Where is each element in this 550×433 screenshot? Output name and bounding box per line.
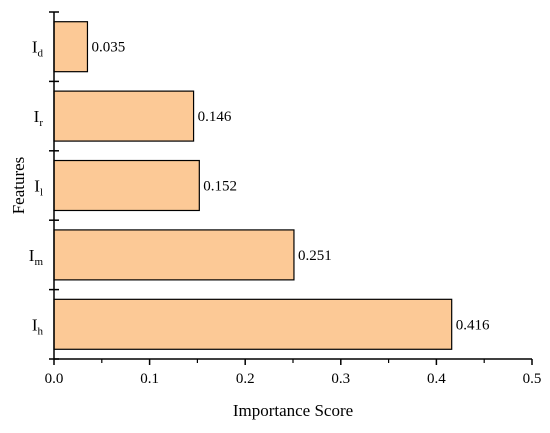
bars-layer: [53, 21, 453, 350]
x-tick-label: 0.2: [236, 371, 255, 387]
x-axis-title: Importance Score: [233, 401, 353, 420]
value-labels-layer: 0.416 0.251 0.152 0.146 0.035: [91, 40, 489, 334]
bar: [53, 159, 200, 212]
bar: [53, 90, 195, 142]
y-tick-label: Ir: [34, 107, 44, 129]
bar: [53, 229, 295, 281]
bar-value-label: 0.035: [91, 40, 125, 56]
y-tick-label: Im: [29, 246, 44, 268]
y-tick-label: Ih: [32, 315, 44, 337]
x-tick-label: 0.0: [45, 371, 64, 387]
y-axis-title: Features: [9, 157, 28, 215]
y-tick-label: Il: [34, 177, 43, 199]
bar: [53, 298, 453, 350]
x-tick-label: 0.4: [427, 371, 446, 387]
y-tick-label: Id: [32, 38, 44, 60]
x-tick-label: 0.3: [331, 371, 350, 387]
x-tick-label: 0.5: [523, 371, 542, 387]
bar-value-label: 0.146: [198, 109, 232, 125]
bar: [53, 21, 89, 73]
bar-value-label: 0.152: [203, 179, 237, 195]
bar-value-label: 0.251: [298, 248, 332, 264]
x-ticks-layer: 0.0 0.1 0.2 0.3 0.4 0.5: [45, 359, 542, 387]
y-ticks-layer: Ih Im Il Ir Id: [29, 11, 59, 360]
bar-value-label: 0.416: [456, 317, 490, 333]
x-tick-label: 0.1: [140, 371, 159, 387]
